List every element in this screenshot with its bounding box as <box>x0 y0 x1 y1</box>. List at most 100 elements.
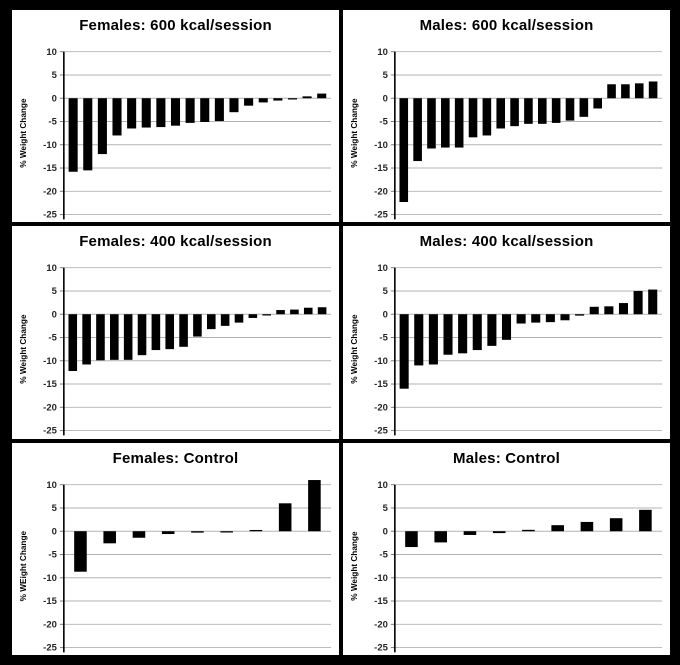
bar-chart-females-600: 10 5 0 -5 -10 -15 -20 -25 % Weight Change <box>18 47 332 220</box>
y-tick-label: 10 <box>46 47 57 57</box>
bar <box>589 307 599 315</box>
bar <box>234 314 244 323</box>
bar <box>496 98 506 129</box>
y-tick-label: -15 <box>374 380 388 390</box>
bar <box>443 314 453 356</box>
bar <box>137 314 147 356</box>
y-tick-label: -25 <box>43 426 57 436</box>
bar <box>112 98 122 136</box>
panel-title-males-control: Males: Control <box>453 449 560 467</box>
y-tick-label: -20 <box>374 619 388 629</box>
bar <box>82 314 91 365</box>
bar <box>185 98 195 123</box>
bar <box>607 84 616 99</box>
y-tick-label: -10 <box>43 140 57 150</box>
bar-chart-females-control: 10 5 0 -5 -10 -15 -20 -25 % WEight Change <box>18 479 332 652</box>
y-tick-label: -10 <box>43 573 57 583</box>
y-tick-label: 0 <box>383 526 388 536</box>
bar <box>524 98 533 124</box>
bar <box>428 314 438 365</box>
y-axis-label: % Weight Change <box>18 314 28 384</box>
y-tick-label: -15 <box>374 163 388 173</box>
bar <box>191 530 204 533</box>
bar <box>170 98 181 126</box>
bar <box>161 530 175 534</box>
bar <box>634 83 644 99</box>
bar <box>229 98 239 113</box>
y-tick-label: -20 <box>43 187 57 197</box>
bar <box>74 530 87 572</box>
panel-females-600: Females: 600 kcal/session 10 5 0 -5 -10 -15 -2… <box>10 8 341 225</box>
bar <box>151 314 161 351</box>
bar <box>405 530 418 547</box>
y-tick-label: 0 <box>52 310 57 320</box>
bar <box>68 98 78 172</box>
y-tick-label: -20 <box>374 403 388 413</box>
bar <box>551 98 561 123</box>
y-tick-label: -10 <box>374 140 388 150</box>
bar <box>414 314 424 366</box>
bar <box>83 98 93 171</box>
y-tick-label: -25 <box>43 210 57 220</box>
bar <box>200 98 210 122</box>
y-tick-label: -5 <box>379 549 387 559</box>
bar <box>276 310 285 315</box>
bar <box>545 314 555 323</box>
y-tick-label: -10 <box>374 573 388 583</box>
panel-males-400: Males: 400 kcal/session 10 5 0 -5 -10 -15 -20 -… <box>341 224 672 441</box>
bar <box>165 314 175 350</box>
bar <box>427 98 436 149</box>
y-tick-label: 5 <box>383 70 388 80</box>
bar <box>193 314 202 337</box>
panel-title-males-400: Males: 400 kcal/session <box>419 233 594 251</box>
bar <box>501 314 512 341</box>
y-tick-label: 0 <box>52 93 57 103</box>
y-tick-label: -15 <box>43 380 57 390</box>
bar <box>262 314 271 316</box>
panel-males-600: Males: 600 kcal/session 10 5 0 -5 -10 -15 -20 -… <box>341 8 672 225</box>
y-tick-label: 10 <box>46 263 57 273</box>
y-tick-label: -20 <box>43 403 57 413</box>
y-tick-label: -15 <box>43 596 57 606</box>
y-tick-label: 0 <box>383 93 388 103</box>
y-tick-label: 0 <box>383 310 388 320</box>
y-tick-label: -25 <box>43 642 57 652</box>
y-tick-label: -15 <box>374 596 388 606</box>
y-tick-label: 10 <box>377 480 388 490</box>
bar <box>565 98 575 121</box>
panel-title-males-600: Males: 600 kcal/session <box>419 17 594 34</box>
y-tick-label: -15 <box>43 163 57 173</box>
bar <box>156 98 166 128</box>
bar <box>487 314 497 347</box>
bar <box>434 530 447 543</box>
panel-title-females-400: Females: 400 kcal/session <box>79 233 272 251</box>
bar <box>258 98 268 103</box>
bar <box>103 530 116 543</box>
y-tick-label: -25 <box>374 210 388 220</box>
y-tick-label: -20 <box>374 187 388 197</box>
panel-females-control: Females: Control 10 5 0 -5 -10 -15 -20 -25 % WEi… <box>10 440 341 657</box>
bar <box>531 314 541 323</box>
y-tick-label: 0 <box>52 526 57 536</box>
y-tick-label: -5 <box>48 333 56 343</box>
weight-change-figure: Females: 600 kcal/session 10 5 0 -5 -10 -15 -2… <box>10 8 672 657</box>
bar <box>454 98 464 148</box>
bar-chart-males-600: 10 5 0 -5 -10 -15 -20 -25 % Weight Change <box>349 47 663 220</box>
y-axis-label: % Weight Change <box>349 531 359 601</box>
y-tick-label: -10 <box>374 356 388 366</box>
bar <box>278 502 292 531</box>
bar <box>308 479 321 531</box>
bar <box>220 314 230 327</box>
y-tick-label: 10 <box>377 263 388 273</box>
bar <box>522 529 535 531</box>
bar <box>290 309 299 315</box>
y-axis-label: % Weight Change <box>349 98 359 168</box>
y-axis-label: % Weight Change <box>18 98 28 168</box>
bar <box>302 96 312 99</box>
bar <box>399 314 409 390</box>
y-axis-label: % WEight Change <box>18 530 28 601</box>
bar <box>206 314 216 330</box>
bar <box>96 314 105 361</box>
bar <box>510 98 519 127</box>
bar-chart-females-400: 10 5 0 -5 -10 -15 -20 -25 % Weight Change <box>18 263 332 436</box>
